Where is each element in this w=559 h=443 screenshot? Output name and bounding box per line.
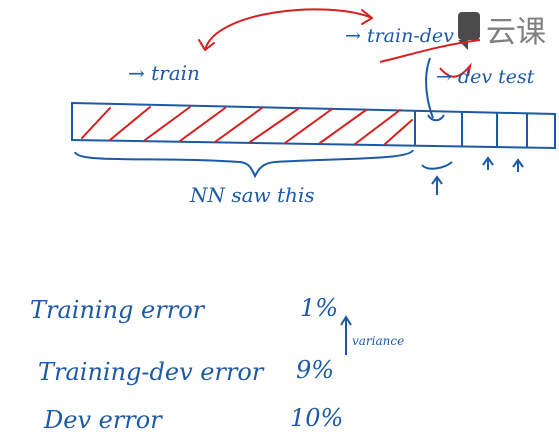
logo-text: 云课 bbox=[486, 15, 546, 50]
label-dev-test: → dev test bbox=[436, 66, 535, 88]
train-hatching bbox=[81, 106, 413, 145]
row-label-training-error: Training error bbox=[30, 296, 206, 324]
row-label-dev-error: Dev error bbox=[43, 406, 163, 434]
label-variance: variance bbox=[352, 334, 404, 348]
red-underline bbox=[379, 39, 481, 63]
row-value-dev-error: 10% bbox=[290, 404, 343, 432]
red-small-arrow bbox=[439, 62, 472, 78]
error-table: Training error 1% Training-dev error 9% … bbox=[30, 294, 343, 434]
row-value-training-dev-error: 9% bbox=[296, 356, 334, 384]
dataset-bar bbox=[71, 101, 556, 150]
row-value-training-error: 1% bbox=[300, 294, 338, 322]
variance-annotation bbox=[340, 315, 352, 355]
cloud-logo: 云课 bbox=[458, 12, 546, 50]
small-arrows bbox=[421, 156, 524, 195]
label-train-dev: → train-dev bbox=[345, 25, 454, 47]
label-nn-saw-this: NN saw this bbox=[189, 183, 315, 207]
logo-icon bbox=[458, 12, 480, 40]
red-curved-arrow bbox=[198, 8, 373, 51]
train-dev-pointer bbox=[425, 57, 445, 122]
label-train: → train bbox=[128, 61, 200, 85]
row-label-training-dev-error: Training-dev error bbox=[38, 358, 265, 386]
train-brace bbox=[74, 149, 414, 179]
